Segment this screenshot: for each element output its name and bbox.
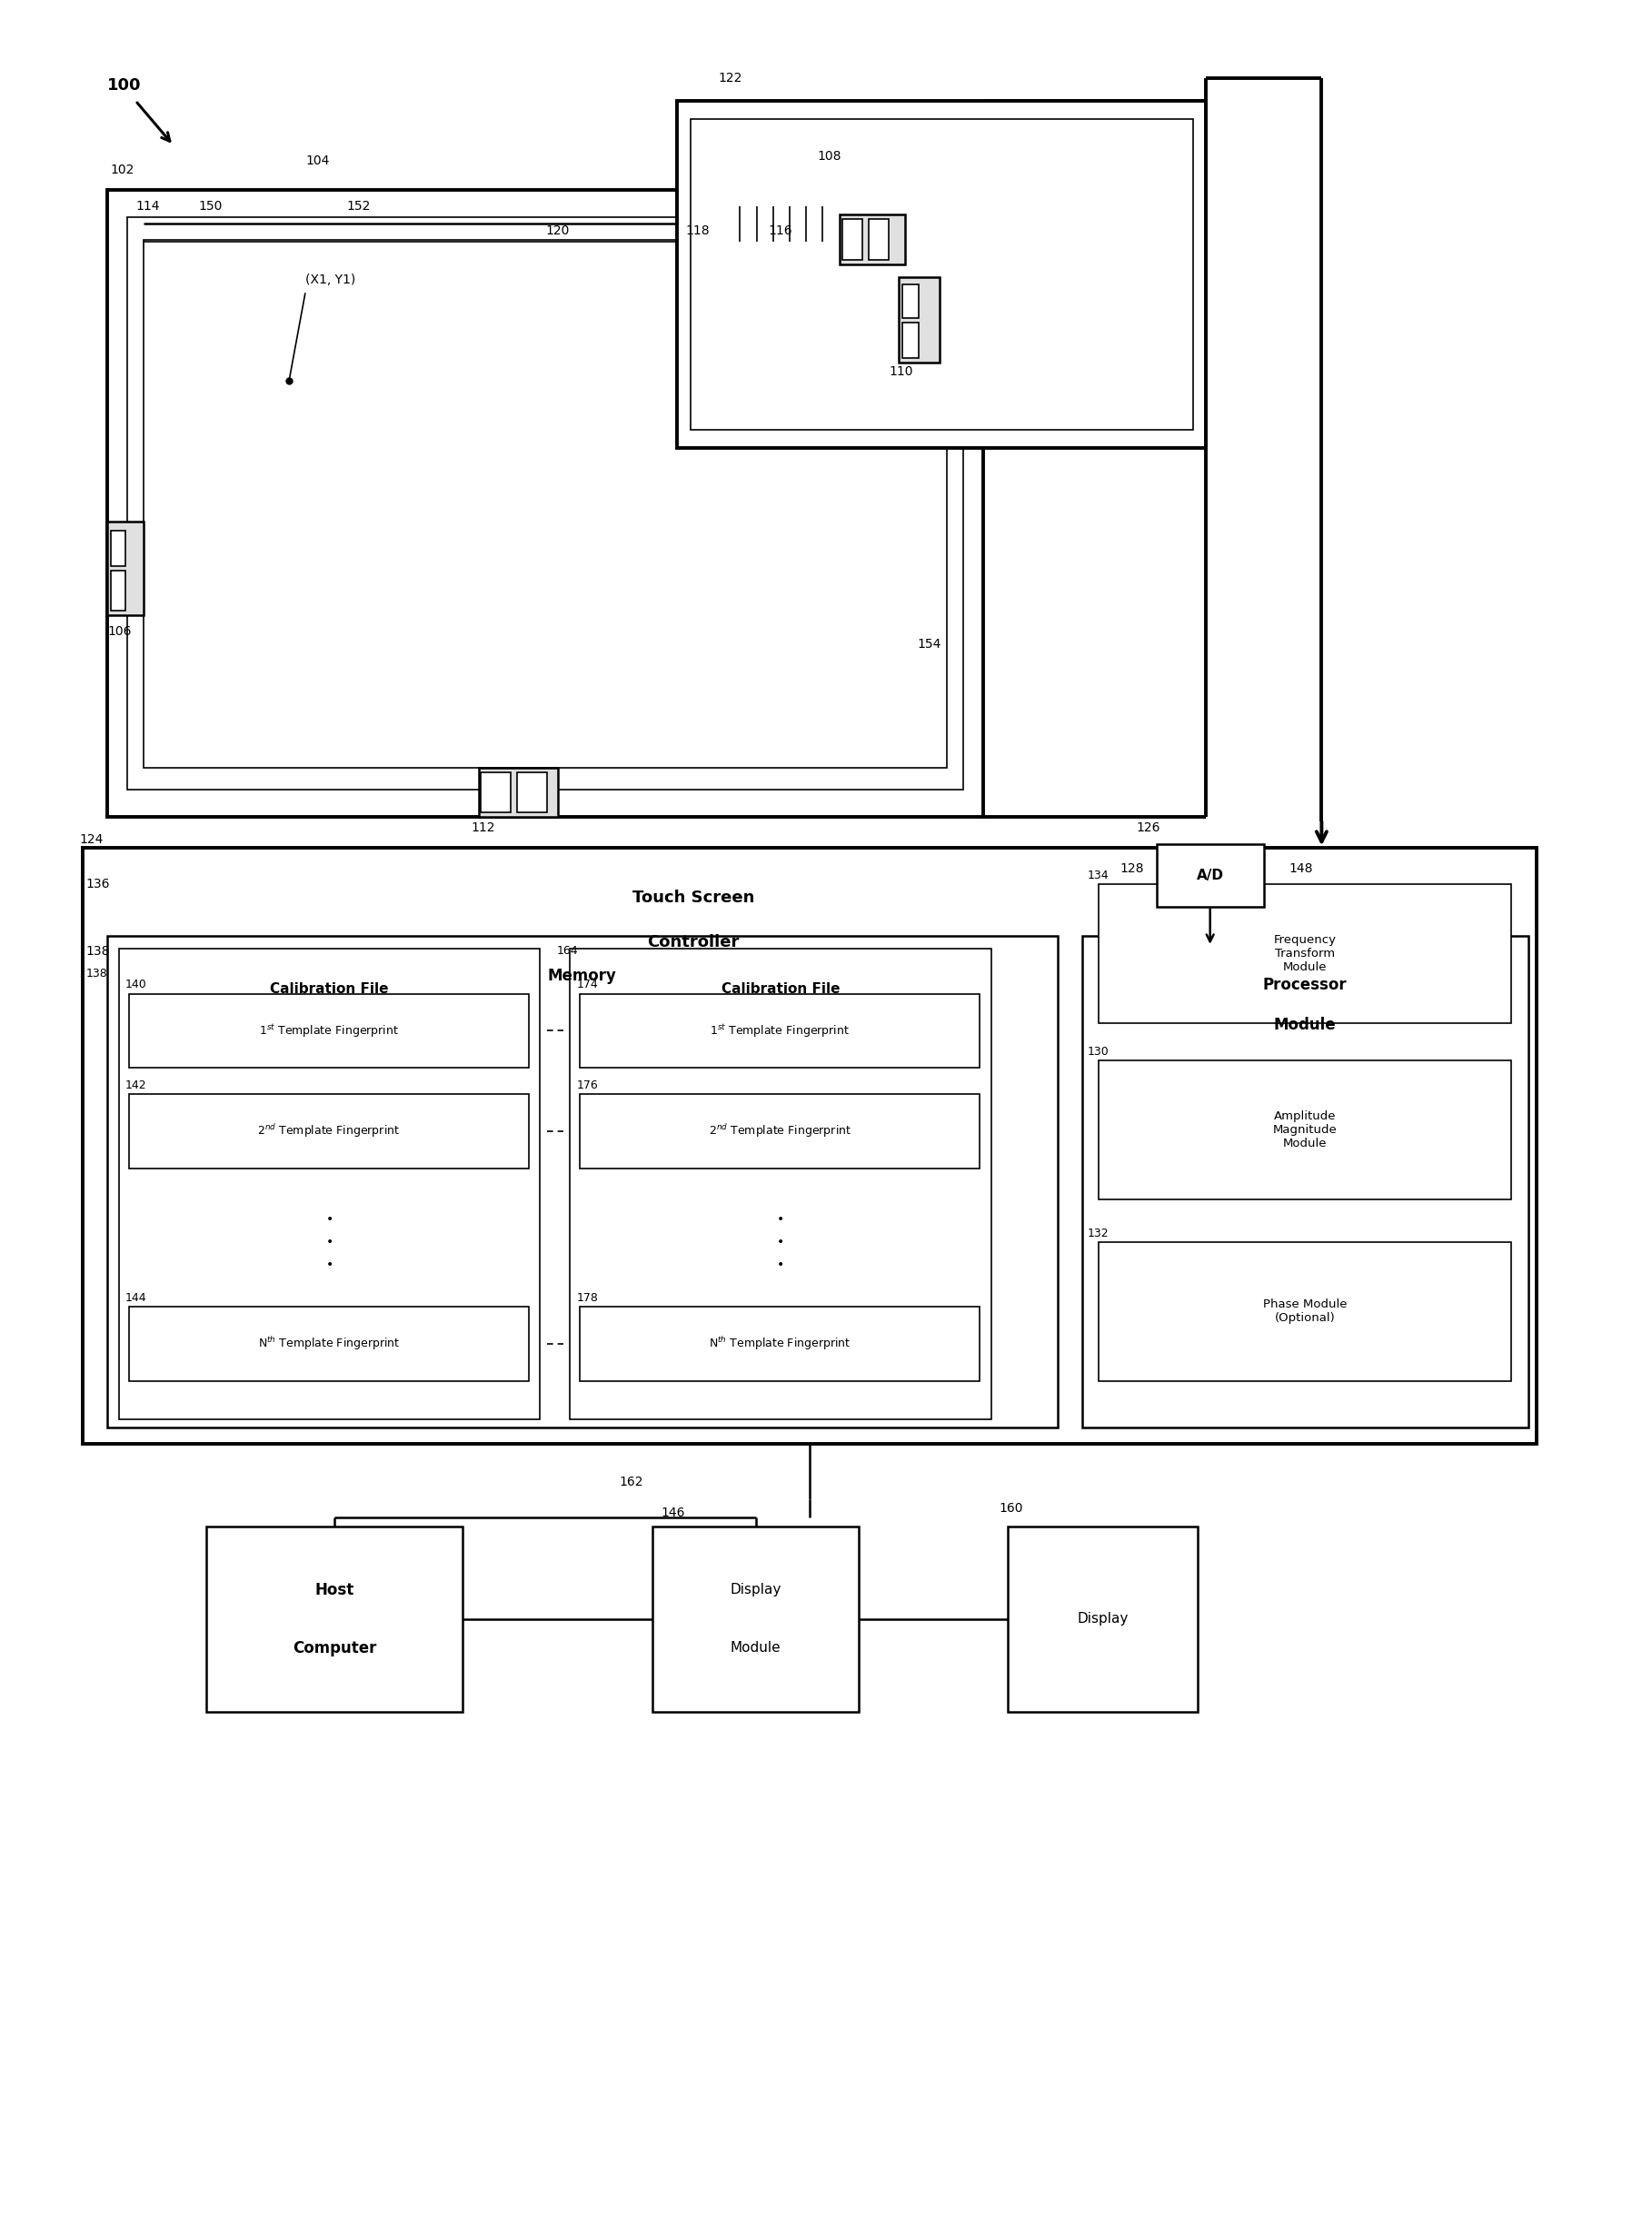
Bar	[107, 935, 1057, 1428]
Text: 130: 130	[1087, 1045, 1108, 1059]
Bar	[580, 1307, 980, 1381]
Bar	[691, 119, 1193, 430]
Bar	[570, 949, 991, 1419]
Text: 174: 174	[577, 978, 598, 991]
Bar	[839, 215, 905, 264]
Text: 138: 138	[86, 967, 107, 980]
Bar	[83, 848, 1536, 1444]
Text: •: •	[325, 1213, 334, 1226]
Text: 108: 108	[818, 150, 843, 163]
Bar	[902, 322, 919, 358]
Bar	[1099, 1242, 1512, 1381]
Text: 114: 114	[135, 199, 160, 213]
Bar	[1099, 1061, 1512, 1200]
Text: 112: 112	[471, 821, 496, 835]
Text: 138: 138	[86, 944, 111, 958]
Bar	[1156, 844, 1264, 906]
Bar	[580, 1094, 980, 1168]
Text: 150: 150	[198, 199, 223, 213]
Bar	[129, 1307, 529, 1381]
Bar	[144, 239, 947, 768]
Text: •: •	[325, 1258, 334, 1271]
Text: Display: Display	[730, 1582, 781, 1598]
Text: 126: 126	[1137, 821, 1161, 835]
Bar	[899, 278, 940, 363]
Bar	[127, 217, 963, 790]
Bar	[119, 949, 540, 1419]
Text: •: •	[776, 1213, 785, 1226]
Text: 106: 106	[107, 624, 132, 638]
Text: A/D: A/D	[1196, 868, 1224, 882]
Text: 2$^{nd}$ Template Fingerprint: 2$^{nd}$ Template Fingerprint	[258, 1123, 400, 1139]
Text: 178: 178	[577, 1291, 598, 1305]
Bar	[129, 1094, 529, 1168]
Text: Calibration File: Calibration File	[722, 982, 839, 996]
Text: 1$^{st}$ Template Fingerprint: 1$^{st}$ Template Fingerprint	[259, 1023, 398, 1038]
Text: •: •	[325, 1235, 334, 1249]
Text: Memory: Memory	[548, 967, 616, 985]
Bar	[481, 772, 510, 812]
Text: 122: 122	[719, 72, 743, 85]
Text: N$^{th}$ Template Fingerprint: N$^{th}$ Template Fingerprint	[258, 1336, 400, 1352]
Bar	[107, 190, 983, 817]
Text: Controller: Controller	[648, 933, 738, 951]
Text: (X1, Y1): (X1, Y1)	[306, 273, 355, 286]
Text: 162: 162	[620, 1475, 644, 1488]
Text: •: •	[776, 1258, 785, 1271]
Text: Module: Module	[730, 1640, 781, 1656]
Bar	[129, 994, 529, 1068]
Bar	[677, 101, 1206, 448]
Text: Display: Display	[1077, 1611, 1128, 1627]
Text: Processor: Processor	[1264, 976, 1346, 994]
Text: Amplitude
Magnitude
Module: Amplitude Magnitude Module	[1274, 1110, 1336, 1150]
Text: Host: Host	[316, 1582, 354, 1598]
Bar	[580, 994, 980, 1068]
Bar	[1082, 935, 1528, 1428]
Bar	[902, 284, 919, 318]
Bar	[1008, 1526, 1198, 1712]
Text: 144: 144	[126, 1291, 147, 1305]
Bar	[107, 521, 144, 615]
Text: 154: 154	[917, 638, 942, 651]
Text: 152: 152	[347, 199, 372, 213]
Text: 110: 110	[889, 365, 914, 378]
Bar	[1099, 884, 1512, 1023]
Text: Calibration File: Calibration File	[271, 982, 388, 996]
Text: 148: 148	[1289, 862, 1313, 875]
Text: 136: 136	[86, 877, 111, 891]
Text: 124: 124	[79, 833, 104, 846]
Text: 160: 160	[999, 1502, 1024, 1515]
Text: N$^{th}$ Template Fingerprint: N$^{th}$ Template Fingerprint	[709, 1336, 851, 1352]
Text: 100: 100	[107, 76, 142, 94]
Text: 1$^{st}$ Template Fingerprint: 1$^{st}$ Template Fingerprint	[710, 1023, 849, 1038]
Text: 128: 128	[1120, 862, 1145, 875]
Bar	[206, 1526, 463, 1712]
Text: 134: 134	[1087, 868, 1108, 882]
Text: 132: 132	[1087, 1226, 1108, 1240]
Text: Computer: Computer	[292, 1640, 377, 1656]
Bar	[869, 219, 889, 260]
Text: 140: 140	[126, 978, 147, 991]
Text: Frequency
Transform
Module: Frequency Transform Module	[1274, 933, 1336, 974]
Text: 102: 102	[111, 163, 135, 177]
Text: 146: 146	[661, 1506, 686, 1520]
Text: •: •	[776, 1235, 785, 1249]
Bar	[479, 768, 558, 817]
Text: 118: 118	[686, 224, 710, 237]
Bar	[843, 219, 862, 260]
Text: 104: 104	[306, 154, 330, 168]
Text: 116: 116	[768, 224, 793, 237]
Text: 2$^{nd}$ Template Fingerprint: 2$^{nd}$ Template Fingerprint	[709, 1123, 851, 1139]
Text: 120: 120	[545, 224, 570, 237]
Text: Module: Module	[1274, 1016, 1336, 1034]
Text: Touch Screen: Touch Screen	[633, 888, 755, 906]
Text: 176: 176	[577, 1079, 598, 1092]
Text: 142: 142	[126, 1079, 147, 1092]
Text: Phase Module
(Optional): Phase Module (Optional)	[1264, 1298, 1346, 1325]
Bar	[111, 530, 126, 566]
Text: 164: 164	[557, 944, 578, 958]
Bar	[517, 772, 547, 812]
Bar	[653, 1526, 859, 1712]
Bar	[111, 571, 126, 611]
